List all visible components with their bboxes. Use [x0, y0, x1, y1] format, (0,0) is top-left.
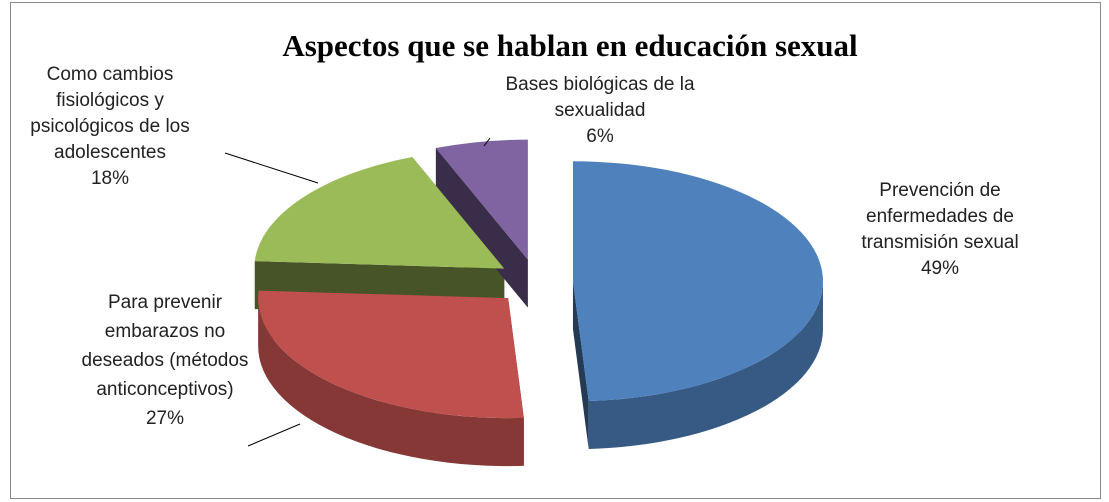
value-label: 18%	[90, 168, 130, 189]
slice-label: Bases biológicas de la sexualidad 6%	[500, 72, 700, 150]
slice	[435, 139, 528, 260]
category-label: Como cambios fisiológicos y psicológicos…	[30, 64, 190, 163]
slice	[254, 157, 505, 269]
leader-line	[483, 137, 491, 147]
category-label: Prevención de enfermedades de transmisió…	[861, 180, 1019, 253]
slice	[258, 290, 524, 419]
chart-border	[10, 2, 1101, 499]
category-label: Bases biológicas de la sexualidad	[505, 74, 695, 121]
leader-line	[224, 152, 319, 184]
slice	[572, 161, 823, 402]
slice-side	[588, 281, 823, 450]
leader-line	[247, 423, 301, 447]
value-label: 27%	[145, 408, 185, 429]
slice-label: Prevención de enfermedades de transmisió…	[830, 178, 1050, 282]
slice-label: Como cambios fisiológicos y psicológicos…	[5, 62, 215, 192]
value-label: 6%	[586, 126, 614, 147]
category-label: Para prevenir embarazos no deseados (mét…	[81, 292, 249, 400]
chart-title: Aspectos que se hablan en educación sexu…	[282, 28, 858, 63]
pie	[254, 139, 823, 467]
slice-wall	[572, 281, 589, 450]
value-label: 49%	[920, 258, 960, 279]
slice-side	[258, 298, 524, 467]
slice-wall	[435, 148, 528, 308]
slice-label: Para prevenir embarazos no deseados (mét…	[75, 288, 255, 433]
